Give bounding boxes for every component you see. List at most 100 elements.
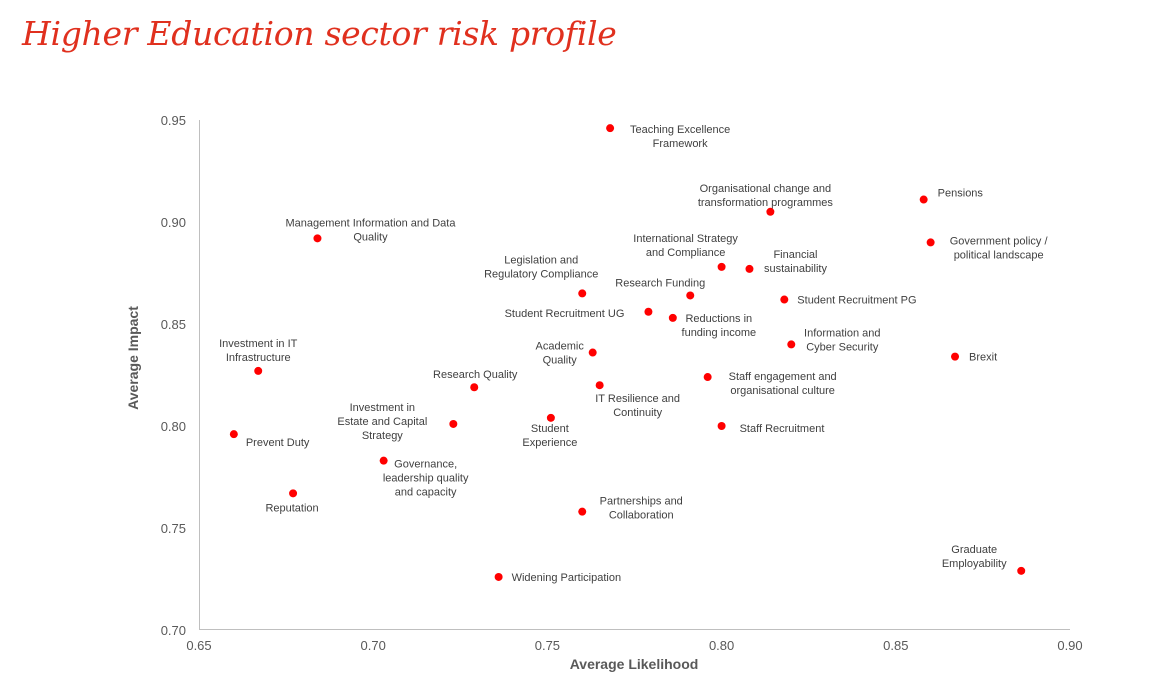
data-label: and capacity <box>395 487 457 499</box>
x-tick-label: 0.75 <box>535 638 560 653</box>
data-point-group: Partnerships and Collaboration <box>578 496 683 522</box>
data-label: leadership quality <box>383 473 469 485</box>
data-point <box>494 572 503 581</box>
data-point-group: Investment in IT Infrastructure <box>219 338 298 375</box>
data-point <box>229 430 238 439</box>
y-tick-label: 0.90 <box>161 215 186 230</box>
data-label: Legislation and <box>504 254 578 266</box>
data-point <box>313 234 322 243</box>
x-axis-label: Average Likelihood <box>570 656 699 672</box>
x-tick-label: 0.70 <box>361 638 386 653</box>
data-label: and Compliance <box>646 247 726 259</box>
data-label: International Strategy <box>633 233 738 245</box>
data-point <box>717 262 726 271</box>
data-point <box>470 383 479 392</box>
data-point-group: Brexit <box>951 352 997 364</box>
data-label: Experience <box>522 437 577 449</box>
data-point <box>606 124 615 133</box>
data-point-group: Staff Recruitment <box>717 422 824 435</box>
data-point-group: Financial sustainability <box>745 249 827 275</box>
data-point-group: Student Recruitment PG <box>780 295 917 307</box>
data-label: Student Recruitment PG <box>797 295 916 307</box>
data-point-group: Reputation <box>265 489 319 514</box>
data-label: political landscape <box>954 249 1044 261</box>
data-point <box>379 456 388 465</box>
data-label: funding income <box>682 327 757 339</box>
data-label: Collaboration <box>609 510 674 522</box>
data-point-group: Research Funding <box>615 277 705 300</box>
page-title: Higher Education sector risk profile <box>22 14 617 53</box>
data-point-group: Staff engagement and organisational cultu… <box>703 371 837 397</box>
x-tick-label: 0.85 <box>883 638 908 653</box>
data-label: sustainability <box>764 263 827 275</box>
data-point-group: Academic Quality <box>536 341 597 367</box>
data-point-group: Organisational change and transformation … <box>698 183 834 216</box>
y-tick-label: 0.75 <box>161 521 186 536</box>
data-label: Governance, <box>394 459 457 471</box>
data-label: Staff engagement and <box>729 371 837 383</box>
data-label: Strategy <box>362 430 403 442</box>
data-label: Research Quality <box>433 369 518 381</box>
data-label: Estate and Capital <box>337 416 427 428</box>
data-label: Pensions <box>938 188 984 200</box>
data-point <box>926 238 935 247</box>
data-label: Quality <box>543 355 578 367</box>
y-axis-label: Average Impact <box>125 306 141 410</box>
data-point <box>668 313 677 322</box>
data-point <box>644 307 653 316</box>
data-label: Information and <box>804 327 880 339</box>
data-point <box>1017 566 1026 575</box>
data-label: Quality <box>353 231 388 243</box>
data-point <box>745 264 754 273</box>
data-point-group: Legislation and Regulatory Compliance <box>484 254 598 298</box>
data-point <box>254 366 263 375</box>
data-label: Partnerships and <box>600 496 683 508</box>
data-point <box>588 348 597 357</box>
data-label: Academic <box>536 341 585 353</box>
data-point-group: Government policy / political landscape <box>926 235 1049 261</box>
data-point-group: Prevent Duty <box>229 430 310 449</box>
data-label: Student Recruitment UG <box>505 308 625 320</box>
data-point <box>578 507 587 516</box>
data-point <box>686 291 695 300</box>
data-point <box>703 373 712 382</box>
data-label: Financial <box>773 249 817 261</box>
data-point <box>951 352 960 361</box>
data-point-group: Reductions in funding income <box>668 313 757 339</box>
y-tick-label: 0.80 <box>161 419 186 434</box>
data-label: Widening Participation <box>512 572 621 584</box>
data-label: organisational culture <box>730 385 835 397</box>
data-point-group: Student Experience <box>522 413 577 449</box>
data-label: Investment in <box>350 402 415 414</box>
data-label: Cyber Security <box>806 341 879 353</box>
data-point-group: IT Resilience and Continuity <box>595 381 680 419</box>
data-label: Management Information and Data <box>285 217 456 229</box>
data-label: Investment in IT <box>219 338 298 350</box>
data-point <box>289 489 298 498</box>
data-label: Teaching Excellence <box>630 124 730 136</box>
data-point-group: Pensions <box>919 188 984 204</box>
y-tick-label: 0.70 <box>161 623 186 638</box>
data-label: Infrastructure <box>226 352 291 364</box>
data-label: Government policy / <box>950 235 1049 247</box>
data-point <box>595 381 604 390</box>
data-point-group: International Strategy and Compliance <box>633 233 738 271</box>
data-point <box>780 295 789 304</box>
data-label: Reductions in <box>685 313 752 325</box>
data-point <box>449 419 458 428</box>
data-label: Framework <box>653 138 709 150</box>
data-label: Regulatory Compliance <box>484 268 598 280</box>
data-point-group: Graduate Employability <box>942 544 1026 575</box>
data-label: transformation programmes <box>698 197 834 209</box>
data-point-group: Research Quality <box>433 369 518 392</box>
data-label: Prevent Duty <box>246 437 310 449</box>
data-point-group: Investment in Estate and Capital Strategy <box>337 402 458 442</box>
data-label: Student <box>531 423 569 435</box>
data-label: Continuity <box>613 407 662 419</box>
data-label: Employability <box>942 558 1007 570</box>
data-point <box>787 340 796 349</box>
y-tick-label: 0.85 <box>161 317 186 332</box>
data-point-group: Teaching Excellence Framework <box>606 124 730 150</box>
y-tick-label: 0.95 <box>161 113 186 128</box>
